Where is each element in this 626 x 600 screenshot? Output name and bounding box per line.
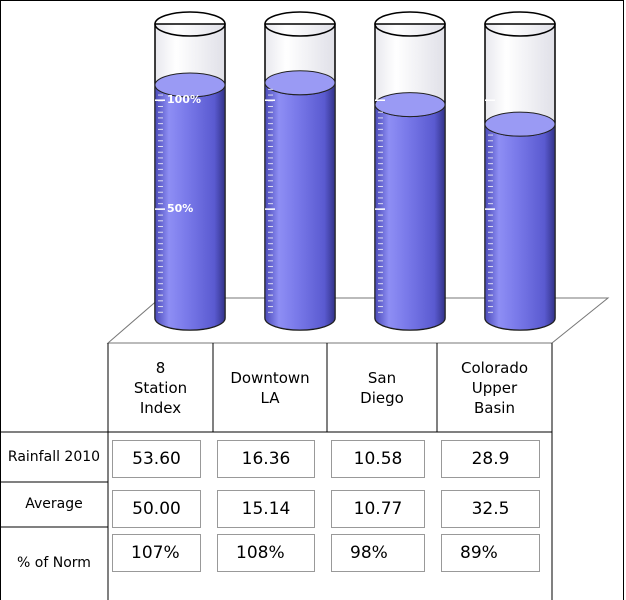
y-tick-label: 50% (167, 202, 193, 215)
value-label: 98% (331, 534, 425, 572)
liquid-surface (484, 111, 556, 137)
category-label: 8 Station Index (133, 358, 188, 417)
liquid-surface (264, 70, 336, 96)
table-value: 28.9 (441, 440, 540, 478)
liquid (484, 124, 556, 331)
value-label: 89% (441, 534, 540, 572)
row-label: Rainfall 2010 (7, 448, 101, 465)
liquid (264, 82, 336, 331)
glass-rim (154, 11, 226, 37)
table-value: 16.36 (217, 440, 315, 478)
glass-rim (484, 11, 556, 37)
table-value: 10.77 (331, 490, 425, 528)
table-value: 15.14 (217, 490, 315, 528)
floor (106, 297, 610, 344)
row-label: % of Norm (17, 555, 91, 571)
value-label: 108% (217, 534, 315, 572)
liquid (374, 104, 446, 331)
y-tick-label: 100% (167, 93, 201, 106)
glass-rim (264, 11, 336, 37)
liquid-surface (154, 72, 226, 98)
category-label: Downtown LA (230, 368, 310, 407)
table-value: 50.00 (112, 490, 201, 528)
category-label: San Diego (360, 368, 404, 407)
row-label: Average (25, 496, 83, 512)
value-label: 107% (112, 534, 201, 572)
table-value: 53.60 (112, 440, 201, 478)
table-value: 32.5 (441, 490, 540, 528)
table-value: 10.58 (331, 440, 425, 478)
glass-rim (374, 11, 446, 37)
liquid-surface (374, 92, 446, 118)
category-label: Colorado Upper Basin (460, 358, 529, 417)
